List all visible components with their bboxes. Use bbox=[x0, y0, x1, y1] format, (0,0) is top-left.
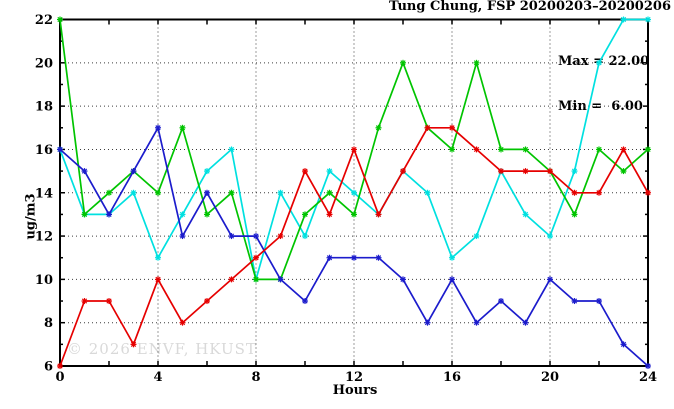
page-title: Tung Chung, FSP 20200203–20200206 bbox=[389, 0, 671, 14]
series-blue bbox=[57, 124, 651, 369]
svg-text:0: 0 bbox=[55, 370, 64, 385]
svg-text:18: 18 bbox=[35, 100, 53, 115]
svg-text:20: 20 bbox=[35, 56, 53, 71]
grid-layer bbox=[60, 19, 648, 366]
x-axis-label: Hours bbox=[332, 383, 378, 398]
svg-text:12: 12 bbox=[345, 370, 363, 385]
svg-text:24: 24 bbox=[639, 370, 657, 385]
svg-text:16: 16 bbox=[443, 370, 461, 385]
svg-text:16: 16 bbox=[35, 143, 53, 158]
svg-text:22: 22 bbox=[35, 13, 53, 28]
svg-text:6: 6 bbox=[44, 360, 53, 375]
svg-text:10: 10 bbox=[35, 273, 53, 288]
tick-labels: 0 4 8 12 16 20 24 6 8 10 12 14 16 18 20 22 bbox=[35, 13, 657, 385]
svg-text:4: 4 bbox=[153, 370, 162, 385]
svg-text:14: 14 bbox=[35, 186, 53, 201]
legend: Max = 22.00 Min = 6.00 bbox=[558, 24, 649, 144]
svg-text:8: 8 bbox=[251, 370, 260, 385]
watermark: © 2026 ENVF, HKUST bbox=[67, 340, 257, 358]
svg-text:8: 8 bbox=[44, 316, 53, 331]
svg-text:20: 20 bbox=[541, 370, 559, 385]
svg-text:12: 12 bbox=[35, 230, 53, 245]
series-red bbox=[57, 124, 651, 369]
